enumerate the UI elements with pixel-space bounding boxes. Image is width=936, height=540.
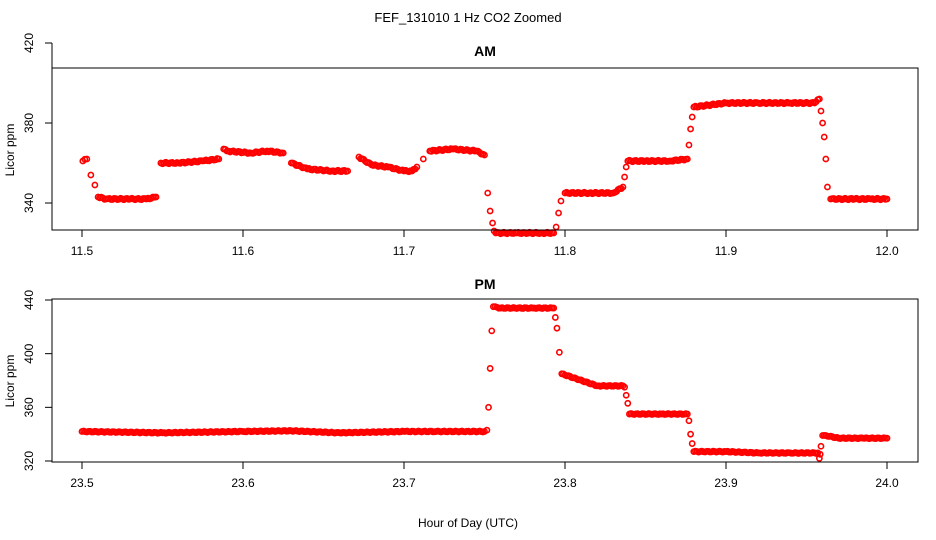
panel-pm-point xyxy=(555,348,563,356)
panel-pm-x-axis: 23.5 23.6 23.7 23.8 23.9 24.0 xyxy=(70,461,899,490)
panel-pm-x-tick-label: 23.7 xyxy=(392,476,416,490)
panel-pm-point xyxy=(624,399,632,407)
panel-am-point xyxy=(815,95,823,103)
panel-pm-x-tick-label: 23.9 xyxy=(714,476,738,490)
panel-pm: PM Licor ppm 23.5 23.6 23.7 23.8 23.9 24.0 32… xyxy=(3,276,919,490)
figure-title: FEF_131010 1 Hz CO2 Zoomed xyxy=(374,10,561,25)
panel-am-point xyxy=(817,107,825,115)
panel-pm-point xyxy=(622,391,630,399)
panel-am-point xyxy=(685,141,693,149)
panel-am-point xyxy=(344,167,352,175)
panel-pm-point xyxy=(488,327,496,335)
panel-am-point xyxy=(481,151,488,159)
panel-pm-point xyxy=(485,403,492,411)
panel-am-x-tick-label: 11.6 xyxy=(232,244,255,258)
panel-am-point xyxy=(683,155,691,163)
panel-am-y-tick-label: 340 xyxy=(22,193,36,213)
panel-pm-y-tick-label: 400 xyxy=(22,343,36,363)
panel-pm-point xyxy=(483,426,491,434)
panel-pm-y-tick-label: 320 xyxy=(22,451,36,471)
panel-pm-x-tick-label: 23.8 xyxy=(553,476,577,490)
panel-pm-x-tick-label: 23.6 xyxy=(231,476,255,490)
panel-pm-y-tick-label: 360 xyxy=(22,397,36,417)
panel-am: AM Licor ppm 11.5 11.6 11.7 11.8 11.9 12.0 34… xyxy=(3,33,919,258)
panel-pm-ylabel: Licor ppm xyxy=(3,355,17,408)
panel-am-point xyxy=(819,119,826,127)
panel-pm-point xyxy=(883,434,891,442)
panel-am-point xyxy=(83,155,91,163)
panel-am-point xyxy=(552,223,560,231)
panel-am-frame xyxy=(51,67,919,231)
panel-am-x-tick-label: 11.5 xyxy=(71,244,94,258)
panel-pm-point xyxy=(553,324,561,332)
panel-am-point xyxy=(87,171,95,179)
panel-pm-point xyxy=(815,454,823,462)
panel-am-point xyxy=(152,193,160,201)
panel-am-ylabel: Licor ppm xyxy=(3,124,17,177)
panel-am-point xyxy=(419,155,427,163)
panel-am-x-axis: 11.5 11.6 11.7 11.8 11.9 12.0 xyxy=(71,229,899,258)
panel-pm-point xyxy=(816,450,824,458)
x-axis-label: Hour of Day (UTC) xyxy=(418,516,518,530)
panel-am-y-axis: 340 380 420 xyxy=(22,33,53,213)
panel-am-point xyxy=(486,207,494,215)
panel-am-point xyxy=(688,113,696,121)
panel-am-x-tick-label: 11.7 xyxy=(393,244,416,258)
panel-pm-point xyxy=(817,442,825,450)
panel-am-point xyxy=(215,155,223,163)
panel-am-point xyxy=(621,173,628,181)
panel-pm-y-tick-label: 440 xyxy=(22,290,36,310)
panel-pm-points xyxy=(78,303,891,462)
panel-pm-y-axis: 320 360 400 440 xyxy=(22,290,53,471)
panel-am-point xyxy=(824,183,831,191)
panel-am-point xyxy=(489,219,496,227)
panel-am-point xyxy=(484,189,492,197)
panel-pm-point xyxy=(486,365,494,372)
panel-pm-x-tick-label: 23.5 xyxy=(70,476,94,490)
panel-am-point xyxy=(413,163,421,171)
panel-am-x-tick-label: 11.8 xyxy=(554,244,577,258)
panel-pm-point xyxy=(551,314,559,321)
panel-am-point xyxy=(622,163,630,171)
panel-pm-point xyxy=(687,430,694,438)
panel-am-x-tick-label: 12.0 xyxy=(875,244,899,258)
panel-am-point xyxy=(687,125,694,133)
panel-pm-point xyxy=(621,383,628,391)
panel-am-point xyxy=(91,181,99,189)
panel-pm-point xyxy=(550,304,558,312)
panel-am-point xyxy=(883,195,891,203)
panel-pm-frame xyxy=(51,298,919,463)
panel-am-point xyxy=(820,133,828,141)
panel-am-y-tick-label: 380 xyxy=(22,113,36,133)
panel-pm-x-tick-label: 24.0 xyxy=(875,476,899,490)
panel-pm-title: PM xyxy=(475,276,496,292)
panel-am-y-tick-label: 420 xyxy=(22,33,36,53)
panel-pm-point xyxy=(688,440,696,447)
panel-am-x-tick-label: 11.9 xyxy=(715,244,738,258)
panel-pm-point xyxy=(683,410,691,418)
panel-am-point xyxy=(279,149,287,157)
panel-am-point xyxy=(822,155,830,163)
panel-am-title: AM xyxy=(474,43,496,59)
panel-am-point xyxy=(619,183,627,191)
panel-pm-point xyxy=(685,417,693,425)
panel-am-point xyxy=(557,197,565,205)
panel-am-points xyxy=(79,95,891,238)
panel-am-point xyxy=(555,209,562,217)
